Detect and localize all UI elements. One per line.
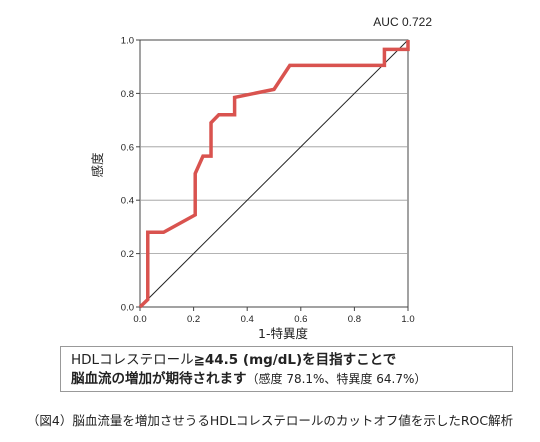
- x-tick-label: 0.6: [294, 314, 307, 325]
- y-tick-label: 0.6: [121, 142, 134, 153]
- y-tick-label: 1.0: [121, 36, 134, 47]
- y-axis-ticks: 0.0 0.2 0.4 0.6 0.8 1.0: [121, 36, 140, 314]
- note-line2-bold: 脳血流の増加が期待されます: [71, 371, 247, 387]
- note-line-2: 脳血流の増加が期待されます（感度 78.1%、特異度 64.7%）: [71, 370, 502, 389]
- roc-curve: [138, 40, 410, 309]
- x-axis-ticks: 0.0 0.2 0.4 0.6 0.8 1.0: [133, 307, 415, 325]
- reference-diagonal: [139, 39, 409, 308]
- figure-caption: （図4）脳血流量を増加させうるHDLコレステロールのカットオフ値を示したROC解…: [26, 413, 514, 428]
- note-line1-prefix: HDLコレステロール: [71, 352, 194, 368]
- x-tick-label: 1.0: [401, 314, 414, 325]
- roc-chart: 0.0 0.2 0.4 0.6 0.8 1.0 0.0 0.2 0.4 0.6 0.8 1.0 AU…: [90, 15, 432, 340]
- cutoff-note-box: HDLコレステロール≧44.5 (mg/dL)を目指すことで 脳血流の増加が期待…: [60, 346, 513, 392]
- note-line2-small: （感度 78.1%、特異度 64.7%）: [246, 372, 427, 386]
- x-tick-label: 0.2: [187, 314, 200, 325]
- auc-annotation: AUC 0.722: [373, 15, 432, 29]
- y-tick-label: 0.2: [121, 249, 134, 260]
- x-tick-label: 0.8: [348, 314, 361, 325]
- note-line-1: HDLコレステロール≧44.5 (mg/dL)を目指すことで: [71, 351, 502, 370]
- y-tick-label: 0.4: [121, 196, 134, 207]
- x-axis-label: 1-特異度: [258, 326, 308, 340]
- gridlines: [140, 93, 408, 255]
- x-tick-label: 0.4: [241, 314, 254, 325]
- y-tick-label: 0.0: [121, 303, 134, 314]
- y-tick-label: 0.8: [121, 89, 134, 100]
- x-tick-label: 0.0: [133, 314, 146, 325]
- y-axis-label: 感度: [90, 152, 105, 178]
- note-line1-bold: ≧44.5 (mg/dL)を目指すことで: [193, 352, 397, 368]
